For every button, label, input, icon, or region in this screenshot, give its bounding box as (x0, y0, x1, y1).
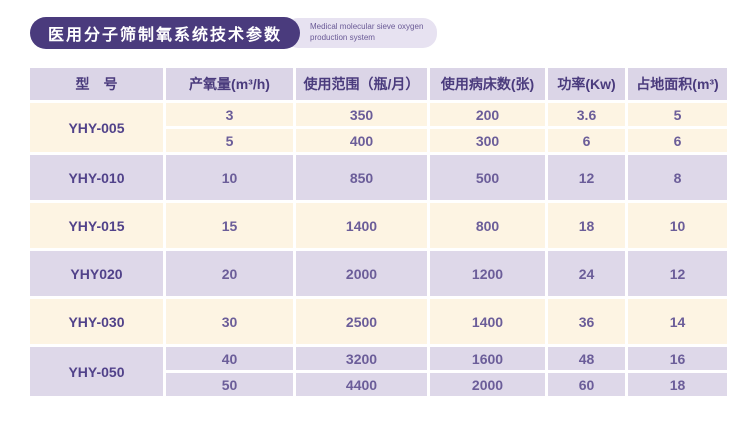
spec-table: 型 号 产氧量(m³/h) 使用范围（瓶/月） 使用病床数(张) 功率(Kw) … (30, 68, 727, 396)
model-cell: YHY020 (30, 251, 163, 296)
table-cell: 350 (296, 103, 427, 126)
table-cell: 1600 (430, 347, 545, 370)
table-cell: 60 (548, 373, 625, 396)
table-cell: 18 (628, 373, 727, 396)
table-cell: 200 (430, 103, 545, 126)
table-cell: 20 (166, 251, 293, 296)
table-cell: 8 (628, 155, 727, 200)
page-subtitle: Medical molecular sieve oxygen productio… (284, 18, 438, 48)
model-cell: YHY-030 (30, 299, 163, 344)
column-header-oxygen-output: 产氧量(m³/h) (166, 68, 293, 100)
column-header-power: 功率(Kw) (548, 68, 625, 100)
table-cell: 5 (166, 129, 293, 152)
column-header-model: 型 号 (30, 68, 163, 100)
table-cell: 3200 (296, 347, 427, 370)
page-title: 医用分子筛制氧系统技术参数 (30, 17, 301, 49)
column-header-usage-range: 使用范围（瓶/月） (296, 68, 427, 100)
table-cell: 3 (166, 103, 293, 126)
table-cell: 10 (628, 203, 727, 248)
table-cell: 850 (296, 155, 427, 200)
table-cell: 3.6 (548, 103, 625, 126)
table-cell: 400 (296, 129, 427, 152)
table-cell: 30 (166, 299, 293, 344)
table-cell: 2500 (296, 299, 427, 344)
page-subtitle-line2: production system (310, 33, 375, 42)
table-cell: 16 (628, 347, 727, 370)
table-cell: 14 (628, 299, 727, 344)
table-cell: 1200 (430, 251, 545, 296)
table-cell: 50 (166, 373, 293, 396)
table-cell: 1400 (430, 299, 545, 344)
table-cell: 4400 (296, 373, 427, 396)
page-subtitle-line1: Medical molecular sieve oxygen (310, 22, 424, 32)
model-cell: YHY-050 (30, 347, 163, 396)
table-cell: 500 (430, 155, 545, 200)
table-cell: 36 (548, 299, 625, 344)
table-cell: 15 (166, 203, 293, 248)
page-header: 医用分子筛制氧系统技术参数 Medical molecular sieve ox… (30, 17, 438, 49)
table-cell: 40 (166, 347, 293, 370)
table-cell: 12 (548, 155, 625, 200)
table-cell: 18 (548, 203, 625, 248)
model-cell: YHY-005 (30, 103, 163, 152)
table-cell: 5 (628, 103, 727, 126)
table-cell: 2000 (296, 251, 427, 296)
table-cell: 2000 (430, 373, 545, 396)
table-cell: 1400 (296, 203, 427, 248)
table-cell: 48 (548, 347, 625, 370)
column-header-beds: 使用病床数(张) (430, 68, 545, 100)
table-cell: 10 (166, 155, 293, 200)
model-cell: YHY-010 (30, 155, 163, 200)
table-cell: 24 (548, 251, 625, 296)
model-cell: YHY-015 (30, 203, 163, 248)
table-cell: 12 (628, 251, 727, 296)
column-header-footprint: 占地面积(m³) (628, 68, 727, 100)
table-cell: 300 (430, 129, 545, 152)
table-cell: 6 (548, 129, 625, 152)
table-cell: 6 (628, 129, 727, 152)
table-cell: 800 (430, 203, 545, 248)
